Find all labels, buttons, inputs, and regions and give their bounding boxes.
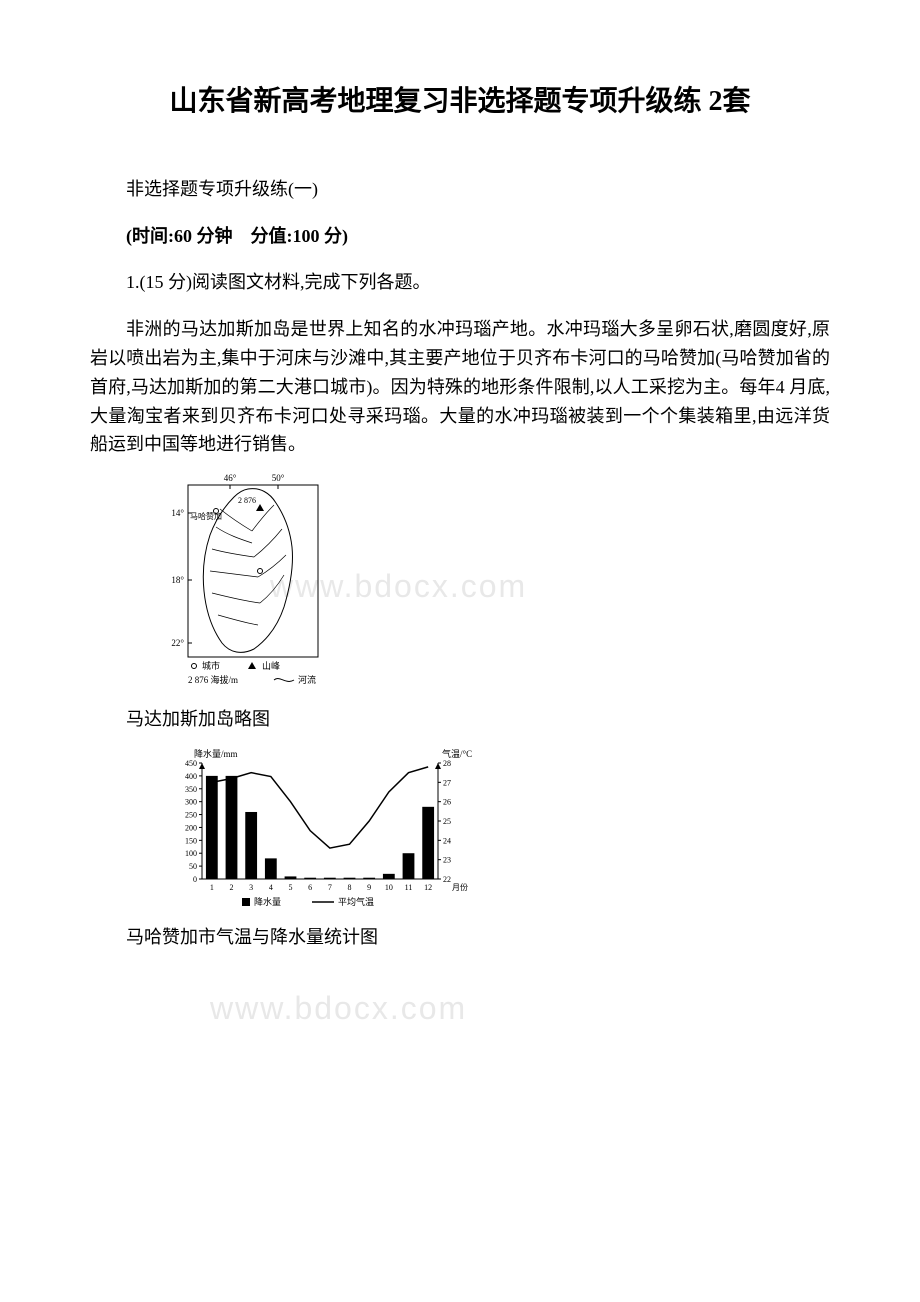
svg-text:8: 8 <box>348 883 352 892</box>
svg-text:18°: 18° <box>171 575 184 585</box>
svg-text:14°: 14° <box>171 508 184 518</box>
svg-text:10: 10 <box>385 883 393 892</box>
svg-text:5: 5 <box>289 883 293 892</box>
svg-text:河流: 河流 <box>298 674 316 685</box>
svg-text:月份: 月份 <box>452 882 468 892</box>
svg-text:平均气温: 平均气温 <box>338 896 374 907</box>
svg-text:9: 9 <box>367 883 371 892</box>
svg-text:50°: 50° <box>272 473 285 483</box>
svg-text:50: 50 <box>189 862 197 871</box>
svg-text:11: 11 <box>405 883 413 892</box>
svg-text:2 876: 2 876 <box>238 496 256 505</box>
svg-text:7: 7 <box>328 883 332 892</box>
svg-text:150: 150 <box>185 837 197 846</box>
madagascar-map: 46° 50° 14° 18° 22° 马哈赞加 2 876 城市 山峰 2 876 海拔/m 河流 <box>160 467 340 697</box>
svg-text:450: 450 <box>185 759 197 768</box>
svg-text:200: 200 <box>185 824 197 833</box>
svg-text:0: 0 <box>193 875 197 884</box>
svg-text:22: 22 <box>443 875 451 884</box>
chart-figure-container: 降水量/mm气温/°C05010015020025030035040045022… <box>90 745 830 915</box>
svg-text:降水量: 降水量 <box>254 896 281 907</box>
svg-text:1: 1 <box>210 883 214 892</box>
section-subtitle: 非选择题专项升级练(一) <box>90 175 830 204</box>
svg-text:12: 12 <box>424 883 432 892</box>
svg-text:46°: 46° <box>224 473 237 483</box>
exam-info: (时间:60 分钟 分值:100 分) <box>90 222 830 251</box>
passage-paragraph: 非洲的马达加斯加岛是世界上知名的水冲玛瑙产地。水冲玛瑙大多呈卵石状,磨圆度好,原… <box>90 315 830 459</box>
svg-text:100: 100 <box>185 849 197 858</box>
climate-chart: 降水量/mm气温/°C05010015020025030035040045022… <box>160 745 480 915</box>
svg-text:26: 26 <box>443 798 451 807</box>
map-figure-container: 46° 50° 14° 18° 22° 马哈赞加 2 876 城市 山峰 2 876 海拔/m 河流 <box>90 467 830 697</box>
svg-text:山峰: 山峰 <box>262 661 280 671</box>
svg-text:350: 350 <box>185 785 197 794</box>
svg-text:2: 2 <box>230 883 234 892</box>
svg-text:马哈赞加: 马哈赞加 <box>190 511 222 521</box>
svg-text:2 876 海拔/m: 2 876 海拔/m <box>188 674 238 685</box>
svg-text:4: 4 <box>269 883 273 892</box>
svg-text:23: 23 <box>443 856 451 865</box>
svg-text:气温/°C: 气温/°C <box>442 748 472 759</box>
watermark: www.bdocx.com <box>210 990 467 1027</box>
svg-text:25: 25 <box>443 817 451 826</box>
svg-text:22°: 22° <box>171 638 184 648</box>
svg-text:降水量/mm: 降水量/mm <box>194 748 238 759</box>
svg-text:250: 250 <box>185 811 197 820</box>
question-intro: 1.(15 分)阅读图文材料,完成下列各题。 <box>90 268 830 297</box>
svg-text:27: 27 <box>443 779 451 788</box>
svg-text:300: 300 <box>185 798 197 807</box>
svg-text:28: 28 <box>443 759 451 768</box>
svg-text:3: 3 <box>249 883 253 892</box>
map-caption: 马达加斯加岛略图 <box>90 705 830 731</box>
document-title: 山东省新高考地理复习非选择题专项升级练 2套 <box>90 80 830 125</box>
svg-text:城市: 城市 <box>202 660 220 671</box>
chart-caption: 马哈赞加市气温与降水量统计图 <box>90 923 830 949</box>
svg-text:24: 24 <box>443 837 451 846</box>
svg-text:6: 6 <box>308 883 312 892</box>
svg-text:400: 400 <box>185 772 197 781</box>
